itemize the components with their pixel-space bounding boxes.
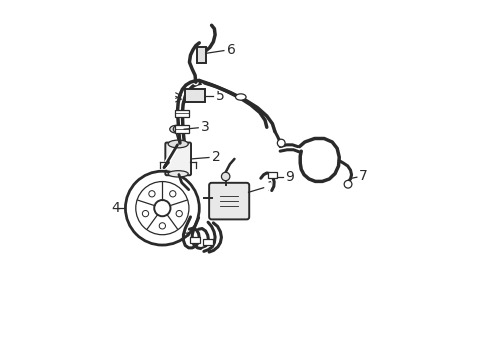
- Ellipse shape: [168, 140, 188, 148]
- Bar: [197, 48, 206, 63]
- Circle shape: [173, 126, 180, 132]
- Bar: [203, 239, 213, 246]
- Text: 7: 7: [359, 170, 368, 184]
- Circle shape: [143, 211, 148, 217]
- Circle shape: [277, 139, 285, 147]
- FancyBboxPatch shape: [209, 183, 249, 219]
- Circle shape: [170, 191, 176, 197]
- Bar: [175, 110, 189, 117]
- Circle shape: [344, 180, 352, 188]
- Text: 2: 2: [213, 150, 221, 164]
- FancyBboxPatch shape: [165, 143, 191, 175]
- Bar: [268, 172, 277, 177]
- Ellipse shape: [168, 171, 188, 177]
- Circle shape: [159, 223, 166, 229]
- Text: 5: 5: [216, 89, 225, 103]
- Text: 3: 3: [201, 121, 210, 134]
- Text: 4: 4: [111, 201, 120, 215]
- Ellipse shape: [170, 125, 183, 133]
- Circle shape: [176, 211, 182, 217]
- Ellipse shape: [236, 94, 246, 100]
- Circle shape: [221, 172, 230, 181]
- Bar: [190, 237, 200, 243]
- Text: 1: 1: [266, 180, 275, 194]
- Text: 8: 8: [182, 226, 191, 240]
- Text: 9: 9: [286, 170, 294, 184]
- Bar: [175, 126, 189, 132]
- Bar: [185, 89, 205, 102]
- Circle shape: [154, 200, 171, 216]
- Text: 6: 6: [227, 43, 236, 57]
- Circle shape: [149, 191, 155, 197]
